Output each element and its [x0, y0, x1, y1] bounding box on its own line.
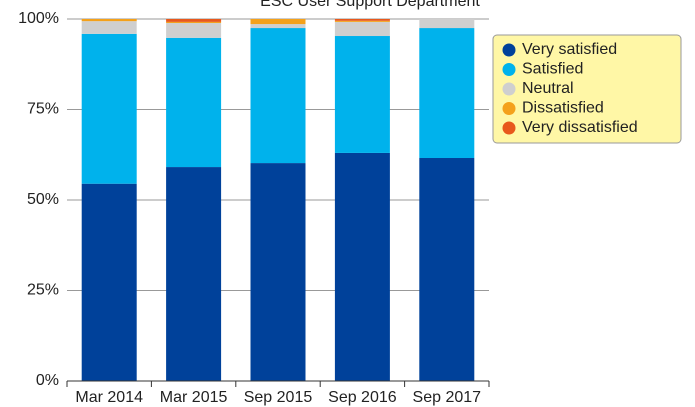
legend-label: Very dissatisfied: [522, 119, 638, 136]
bar-segment: [250, 24, 306, 29]
bar-segment: [334, 19, 390, 21]
legend-marker: [502, 102, 516, 115]
bar-segment: [166, 167, 222, 381]
bar-segment: [81, 183, 137, 381]
x-tick-label: Sep 2016: [328, 389, 397, 406]
legend-marker: [502, 82, 516, 96]
bar-segment: [334, 152, 390, 381]
legend-label: Very satisfied: [522, 41, 617, 58]
bar-segment: [166, 21, 222, 23]
bar-segment: [81, 33, 137, 184]
bar-segment: [250, 19, 306, 25]
bar-segment: [334, 36, 390, 153]
bar-segment: [166, 22, 222, 38]
chart-title: ESC User Support Department: [260, 0, 480, 10]
bar-segment: [334, 20, 390, 22]
legend-marker: [502, 43, 516, 57]
legend-label: Satisfied: [522, 61, 583, 78]
bar-segment: [81, 21, 137, 34]
bar-segment: [419, 158, 475, 381]
bar-segment: [81, 19, 137, 22]
bar-segment: [166, 37, 222, 168]
bar-segment: [250, 163, 306, 381]
y-tick-label: 0%: [36, 372, 59, 389]
legend-box: [492, 34, 682, 144]
legend-label: Dissatisfied: [522, 100, 604, 117]
bar-segment: [334, 21, 390, 37]
x-tick-label: Sep 2017: [413, 389, 482, 406]
y-tick-label: 25%: [27, 282, 59, 299]
bar-segment: [419, 28, 475, 159]
bar-segment: [250, 28, 306, 164]
legend-marker: [502, 121, 516, 135]
bar-segment: [166, 19, 222, 22]
legend-marker: [502, 63, 516, 76]
x-tick-label: Sep 2015: [244, 389, 313, 406]
y-tick-label: 50%: [27, 191, 59, 208]
x-tick-label: Mar 2015: [160, 389, 228, 406]
legend-label: Neutral: [522, 80, 574, 97]
y-tick-label: 100%: [18, 10, 59, 27]
bar-segment: [419, 19, 475, 29]
x-tick-label: Mar 2014: [75, 389, 143, 406]
y-tick-label: 75%: [27, 101, 59, 118]
